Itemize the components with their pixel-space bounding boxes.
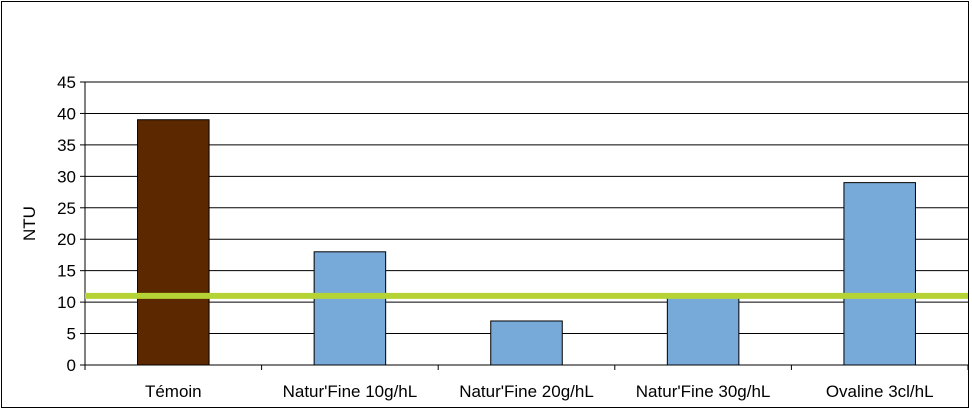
y-tick-label: 35 [57, 136, 76, 155]
y-tick-label: 10 [57, 293, 76, 312]
bars [137, 119, 916, 366]
bar [490, 320, 563, 366]
bar [137, 119, 210, 366]
y-tick-labels: 0 5 10 15 20 25 30 35 40 45 [57, 73, 85, 375]
y-tick-label: 45 [57, 73, 76, 92]
axes [84, 82, 968, 366]
y-tick-label: 40 [57, 104, 76, 123]
y-axis-label: NTU [20, 206, 39, 241]
bar [313, 251, 387, 366]
bar [843, 182, 916, 366]
x-tick-label: Natur'Fine 20g/hL [459, 382, 594, 401]
y-tick-label: 25 [57, 199, 76, 218]
x-tick-label: Natur'Fine 30g/hL [636, 382, 771, 401]
y-tick-label: 30 [57, 167, 76, 186]
x-tick-label: Natur'Fine 10g/hL [283, 382, 418, 401]
bar [666, 295, 740, 366]
y-tick-label: 0 [67, 356, 76, 375]
x-tick-labels: Témoin Natur'Fine 10g/hL Natur'Fine 20g/hL… [84, 365, 969, 401]
x-tick-label: Ovaline 3cl/hL [826, 382, 934, 401]
y-tick-label: 5 [67, 325, 76, 344]
gridlines [85, 81, 968, 335]
x-tick-label: Témoin [145, 382, 202, 401]
y-tick-label: 20 [57, 230, 76, 249]
y-tick-label: 15 [57, 262, 76, 281]
